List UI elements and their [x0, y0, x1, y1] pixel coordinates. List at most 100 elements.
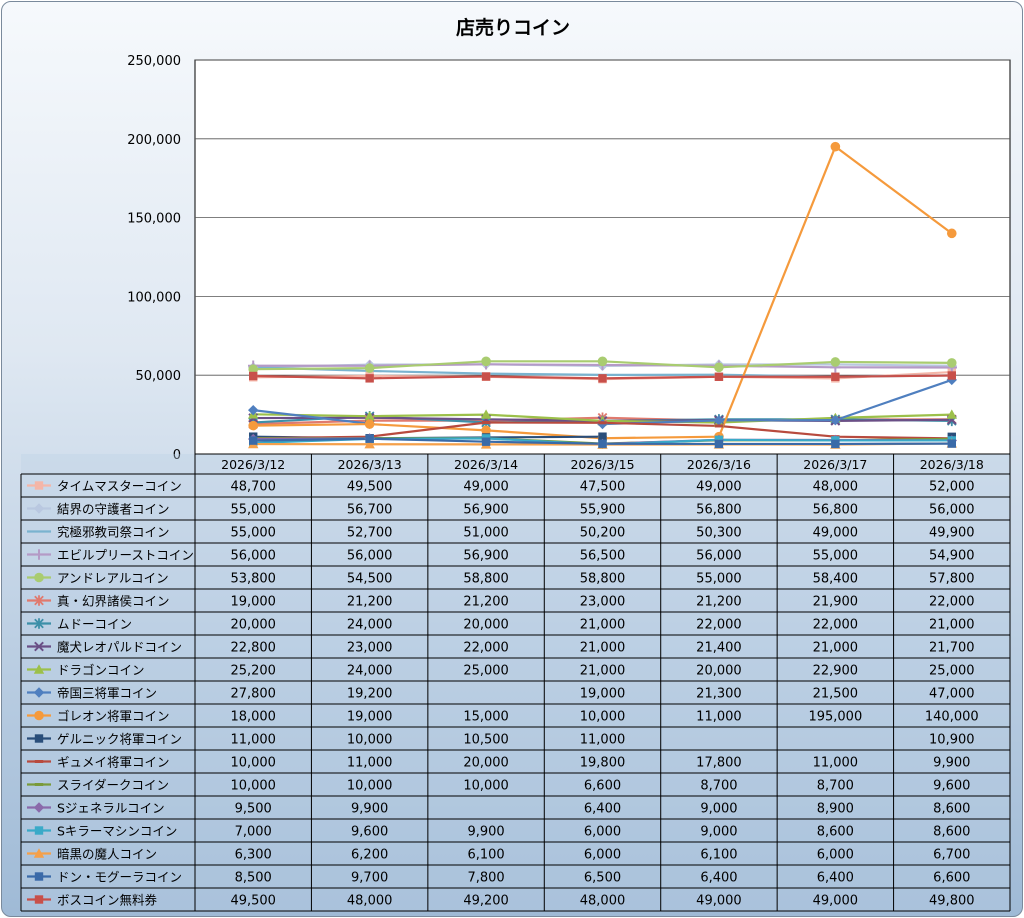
- data-label: 9,600: [351, 825, 388, 840]
- data-label: 22,900: [813, 664, 859, 679]
- data-label: 6,000: [584, 825, 621, 840]
- data-label: 21,300: [696, 687, 742, 702]
- legend-marker: [33, 549, 45, 560]
- legend-marker: [34, 595, 44, 606]
- data-label: 19,000: [230, 595, 276, 610]
- data-label: 21,500: [813, 687, 859, 702]
- legend-marker: [33, 687, 45, 698]
- series-line: [253, 409, 370, 425]
- data-label: 23,000: [580, 595, 626, 610]
- data-label: 49,000: [813, 526, 859, 541]
- data-label: 22,000: [463, 641, 509, 656]
- data-label: 49,000: [463, 480, 509, 495]
- legend-label: ムドーコイン: [57, 617, 132, 632]
- data-label: 17,800: [696, 756, 742, 771]
- data-label: 27,800: [230, 687, 276, 702]
- data-label: 9,900: [933, 756, 970, 771]
- data-label: 51,000: [463, 526, 509, 541]
- data-label: 10,000: [347, 779, 393, 794]
- data-point: [480, 409, 492, 419]
- data-label: 20,000: [463, 618, 509, 633]
- data-label: 11,000: [696, 710, 742, 725]
- legend-marker: [34, 826, 44, 835]
- data-label: 56,000: [347, 549, 393, 564]
- legend-marker: [34, 783, 44, 786]
- data-label: 56,500: [580, 549, 626, 564]
- data-label: 10,000: [463, 779, 509, 794]
- data-label: 21,000: [580, 664, 626, 679]
- data-point: [598, 374, 607, 383]
- legend-label: Sキラーマシンコイン: [57, 824, 177, 839]
- data-point: [364, 363, 375, 373]
- data-label: 49,000: [696, 894, 742, 909]
- data-label: 21,400: [696, 641, 742, 656]
- data-point: [831, 372, 840, 381]
- data-label: 6,500: [584, 871, 621, 886]
- data-label: 53,800: [230, 572, 276, 587]
- data-label: 6,400: [584, 802, 621, 817]
- legend-marker: [34, 895, 44, 904]
- data-label: 58,400: [813, 572, 859, 587]
- y-tick-label: 0: [173, 448, 181, 463]
- data-label: 47,000: [929, 687, 975, 702]
- data-label: 56,000: [696, 549, 742, 564]
- data-label: 8,700: [817, 779, 854, 794]
- data-label: 8,700: [700, 779, 737, 794]
- legend-marker: [34, 760, 44, 763]
- data-point: [249, 436, 258, 445]
- data-label: 49,500: [347, 480, 393, 495]
- data-label: 55,000: [813, 549, 859, 564]
- legend-label: ゴレオン将軍コイン: [57, 709, 170, 724]
- data-label: 56,800: [813, 503, 859, 518]
- legend-label: スライダークコイン: [57, 778, 169, 793]
- data-label: 21,700: [929, 641, 975, 656]
- legend-label: タイムマスターコイン: [57, 479, 182, 494]
- data-label: 6,400: [700, 871, 737, 886]
- data-point: [714, 372, 724, 381]
- data-point: [248, 364, 259, 375]
- data-label: 140,000: [925, 710, 979, 725]
- data-label: 21,200: [696, 595, 742, 610]
- legend-label: アンドレアルコイン: [57, 571, 169, 586]
- data-point: [481, 420, 491, 424]
- data-label: 57,800: [929, 572, 975, 587]
- legend-label: ドラゴンコイン: [57, 663, 145, 678]
- legend-label: ボスコイン無料券: [57, 893, 158, 908]
- data-label: 55,000: [230, 503, 276, 518]
- data-label: 10,000: [347, 733, 393, 748]
- data-label: 21,200: [347, 595, 393, 610]
- data-label: 7,800: [467, 871, 504, 886]
- data-point: [481, 372, 491, 381]
- data-point: [364, 419, 375, 429]
- data-point: [364, 439, 375, 449]
- legend-label: 真・幻界諸侯コイン: [57, 594, 170, 609]
- data-label: 9,900: [351, 802, 388, 817]
- data-label: 9,900: [467, 825, 504, 840]
- data-point: [481, 425, 491, 436]
- legend-label: 暗黒の魔人コイン: [57, 847, 157, 862]
- y-tick-label: 250,000: [127, 54, 181, 69]
- legend-marker: [33, 802, 45, 813]
- data-label: 21,200: [463, 595, 509, 610]
- data-label: 8,900: [817, 802, 854, 817]
- data-point: [598, 439, 607, 448]
- data-label: 19,000: [347, 710, 393, 725]
- x-tick-label: 2026/3/16: [687, 457, 751, 472]
- legend-label: エビルプリーストコイン: [57, 548, 194, 563]
- data-label: 24,000: [347, 664, 393, 679]
- legend-label: 帝国三将軍コイン: [57, 686, 157, 701]
- data-label: 6,600: [933, 871, 970, 886]
- data-label: 49,000: [813, 894, 859, 909]
- data-label: 58,800: [463, 572, 509, 587]
- y-tick-label: 200,000: [127, 133, 181, 148]
- data-point: [714, 439, 724, 449]
- data-point: [714, 424, 724, 428]
- data-label: 49,500: [230, 894, 276, 909]
- data-point: [364, 410, 375, 421]
- data-point: [947, 439, 956, 448]
- legend-marker: [33, 848, 45, 858]
- x-tick-label: 2026/3/13: [338, 457, 402, 472]
- x-tick-label: 2026/3/17: [803, 457, 867, 472]
